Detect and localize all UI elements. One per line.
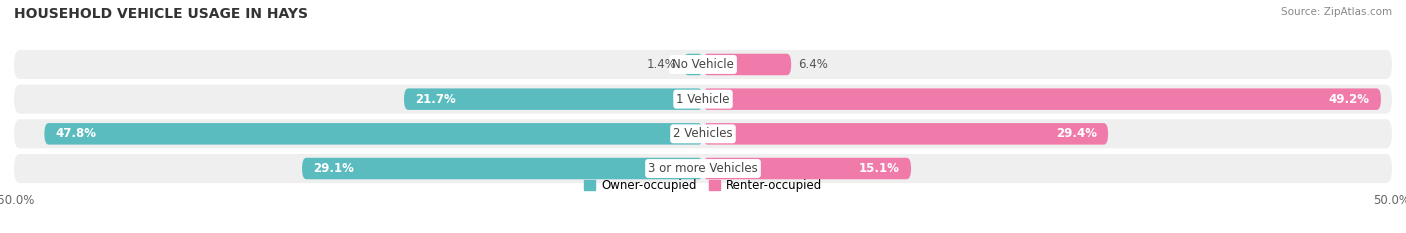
FancyBboxPatch shape — [703, 54, 792, 75]
Text: 29.1%: 29.1% — [314, 162, 354, 175]
Text: 47.8%: 47.8% — [55, 127, 97, 140]
FancyBboxPatch shape — [703, 88, 1381, 110]
Text: 29.4%: 29.4% — [1056, 127, 1097, 140]
Text: 2 Vehicles: 2 Vehicles — [673, 127, 733, 140]
FancyBboxPatch shape — [302, 158, 703, 179]
Text: 1 Vehicle: 1 Vehicle — [676, 93, 730, 106]
Text: 6.4%: 6.4% — [799, 58, 828, 71]
FancyBboxPatch shape — [703, 123, 1108, 145]
Text: 15.1%: 15.1% — [859, 162, 900, 175]
FancyBboxPatch shape — [404, 88, 703, 110]
Text: Source: ZipAtlas.com: Source: ZipAtlas.com — [1281, 7, 1392, 17]
Text: 49.2%: 49.2% — [1329, 93, 1369, 106]
FancyBboxPatch shape — [45, 123, 703, 145]
FancyBboxPatch shape — [14, 50, 1392, 79]
FancyBboxPatch shape — [14, 85, 1392, 114]
Text: 1.4%: 1.4% — [647, 58, 676, 71]
FancyBboxPatch shape — [703, 158, 911, 179]
Text: 3 or more Vehicles: 3 or more Vehicles — [648, 162, 758, 175]
FancyBboxPatch shape — [14, 119, 1392, 148]
Legend: Owner-occupied, Renter-occupied: Owner-occupied, Renter-occupied — [579, 175, 827, 197]
FancyBboxPatch shape — [683, 54, 703, 75]
Text: 21.7%: 21.7% — [415, 93, 456, 106]
Text: No Vehicle: No Vehicle — [672, 58, 734, 71]
Text: HOUSEHOLD VEHICLE USAGE IN HAYS: HOUSEHOLD VEHICLE USAGE IN HAYS — [14, 7, 308, 21]
FancyBboxPatch shape — [14, 154, 1392, 183]
